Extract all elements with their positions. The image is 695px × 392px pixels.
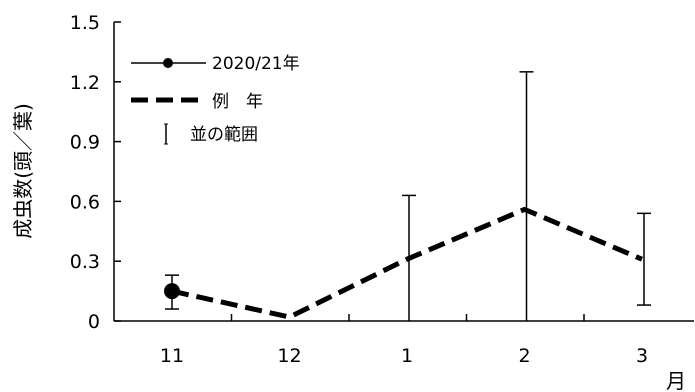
x-tick-label: 12: [277, 345, 301, 367]
y-axis-title: 成虫数(頭／葉): [11, 103, 35, 239]
y-tick-label: 1.5: [70, 12, 100, 34]
legend: 2020/21年 例 年 並の範囲: [131, 54, 300, 145]
x-axis-title: 月: [666, 369, 686, 392]
x-tick-label: 11: [160, 345, 184, 367]
y-ticks: 0 0.3 0.6 0.9 1.2 1.5: [70, 12, 121, 333]
y-tick-label: 1.2: [70, 72, 100, 94]
x-tick-label: 1: [401, 345, 413, 367]
y-tick-label: 0.6: [70, 191, 100, 213]
legend-label-average: 例 年: [212, 92, 263, 112]
x-tick-label: 2: [518, 345, 530, 367]
legend-item-range: 並の範囲: [164, 123, 258, 145]
legend-marker-current: [163, 58, 173, 68]
y-tick-label: 0.3: [70, 251, 100, 273]
x-tick-label: 3: [636, 345, 648, 367]
series-line-average: [171, 206, 643, 320]
x-ticks: 11 12 1 2 3: [160, 314, 648, 367]
legend-item-current: 2020/21年: [131, 54, 300, 74]
series-group: [164, 206, 643, 320]
y-tick-label: 0: [88, 311, 100, 333]
y-tick-label: 0.9: [70, 132, 100, 154]
legend-label-current: 2020/21年: [212, 54, 300, 74]
normal-range-bars: [165, 71, 651, 321]
legend-item-average: 例 年: [131, 92, 263, 112]
legend-label-range: 並の範囲: [190, 125, 258, 145]
